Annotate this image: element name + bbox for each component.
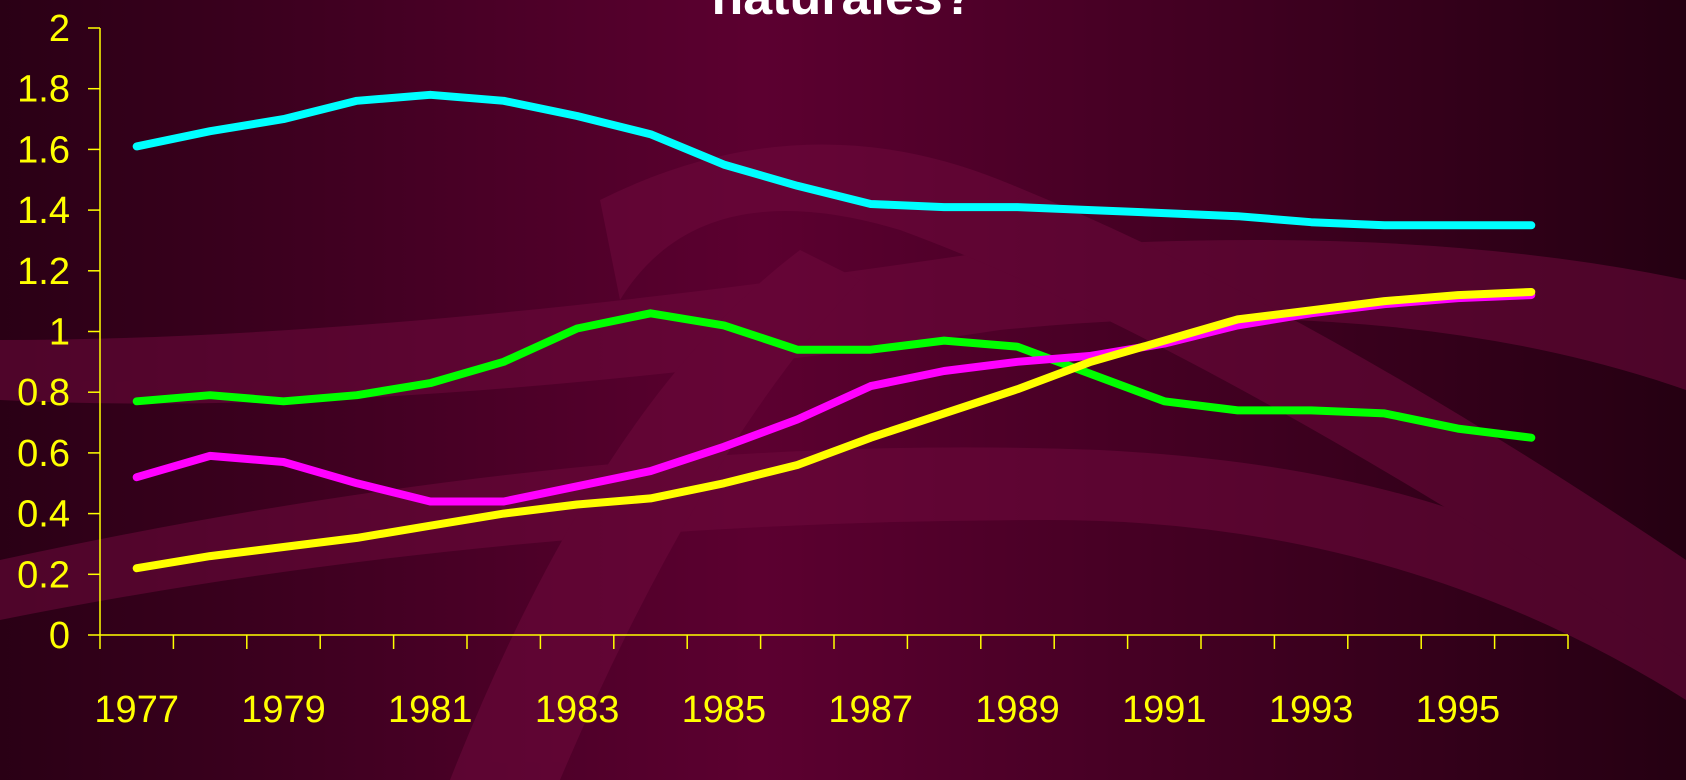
x-tick-label: 1991 bbox=[1122, 689, 1207, 731]
plot: 0 0.2 0.4 0.6 0.8 1 1.2 1.4 1.6 1.8 2 1977 1979 1981 1… bbox=[17, 8, 1569, 731]
x-tick-label: 1985 bbox=[682, 689, 767, 731]
y-tick-label: 0.6 bbox=[17, 433, 70, 475]
decoration bbox=[0, 144, 1686, 780]
x-tick-label: 1981 bbox=[388, 689, 473, 731]
y-tick-label: 1.8 bbox=[17, 69, 70, 111]
y-tick-label: 1.2 bbox=[17, 251, 70, 293]
y-tick-label: 0.8 bbox=[17, 372, 70, 414]
y-tick-label: 0.4 bbox=[17, 494, 70, 536]
x-tick-label: 1983 bbox=[535, 689, 620, 731]
y-tick-label: 1.4 bbox=[17, 190, 70, 232]
series-line bbox=[132, 288, 1536, 573]
chart-title: naturales? bbox=[712, 0, 975, 26]
series-line bbox=[132, 90, 1536, 230]
y-tick-label: 1.6 bbox=[17, 129, 70, 171]
x-tick-label: 1987 bbox=[828, 689, 913, 731]
x-tick-label: 1977 bbox=[94, 689, 179, 731]
x-tick-label: 1993 bbox=[1269, 689, 1354, 731]
y-tick-label: 2 bbox=[49, 8, 70, 50]
x-tick-label: 1989 bbox=[975, 689, 1060, 731]
y-tick-label: 0.2 bbox=[17, 554, 70, 596]
y-tick-label: 1 bbox=[49, 312, 70, 354]
x-tick-label: 1979 bbox=[241, 689, 326, 731]
x-tick-label: 1995 bbox=[1416, 689, 1501, 731]
y-tick-label: 0 bbox=[49, 615, 70, 657]
series-line bbox=[132, 309, 1536, 442]
